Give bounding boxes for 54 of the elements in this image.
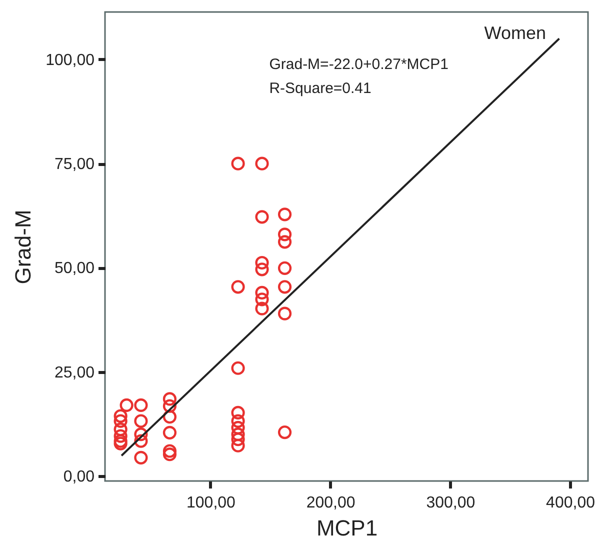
point (231, 420, 245, 434)
point (278, 425, 292, 440)
point (231, 428, 245, 442)
point (278, 235, 292, 249)
point (162, 392, 177, 406)
y-tick-label: 25,00 (54, 364, 95, 382)
point (120, 398, 134, 412)
point (162, 448, 177, 462)
point (231, 361, 245, 375)
point (114, 409, 128, 423)
point (278, 261, 292, 275)
point (162, 399, 177, 413)
point (278, 208, 292, 222)
point (114, 429, 128, 443)
point (231, 280, 245, 294)
point (255, 292, 269, 306)
point (114, 422, 128, 436)
point (231, 406, 245, 420)
point (278, 306, 292, 320)
annotation: Women (484, 23, 546, 43)
point (162, 410, 177, 424)
point (114, 414, 128, 428)
point (162, 426, 177, 440)
y-tick-label: 100,00 (46, 52, 95, 69)
point (255, 156, 269, 170)
point (231, 156, 245, 170)
y-tick-label: 75,00 (54, 156, 95, 174)
point (134, 414, 148, 428)
point (278, 228, 292, 242)
point (278, 280, 292, 294)
point (114, 436, 128, 450)
point (231, 438, 245, 452)
x-tick-label: 300,00 (426, 494, 476, 512)
point (255, 302, 269, 316)
x-tick-label: 200,00 (306, 494, 356, 512)
y-tick-label: 0,00 (63, 468, 95, 486)
annotation: R-Square=0.41 (269, 80, 372, 97)
point (255, 256, 269, 270)
point (134, 450, 148, 464)
x-tick-label: 100,00 (186, 494, 236, 512)
point (255, 262, 269, 276)
point (255, 286, 269, 300)
y-axis-title: Grad-M (10, 210, 36, 284)
point (134, 434, 148, 448)
point (231, 414, 245, 428)
point (134, 428, 148, 442)
point (134, 398, 148, 412)
y-tick-label: 50,00 (54, 260, 95, 278)
annotation: Grad-M=-22.0+0.27*MCP1 (269, 56, 448, 73)
x-axis-title: MCP1 (316, 516, 378, 540)
x-tick-label: 400,00 (546, 494, 596, 512)
point (162, 444, 177, 458)
point (255, 210, 269, 224)
point (231, 432, 245, 446)
